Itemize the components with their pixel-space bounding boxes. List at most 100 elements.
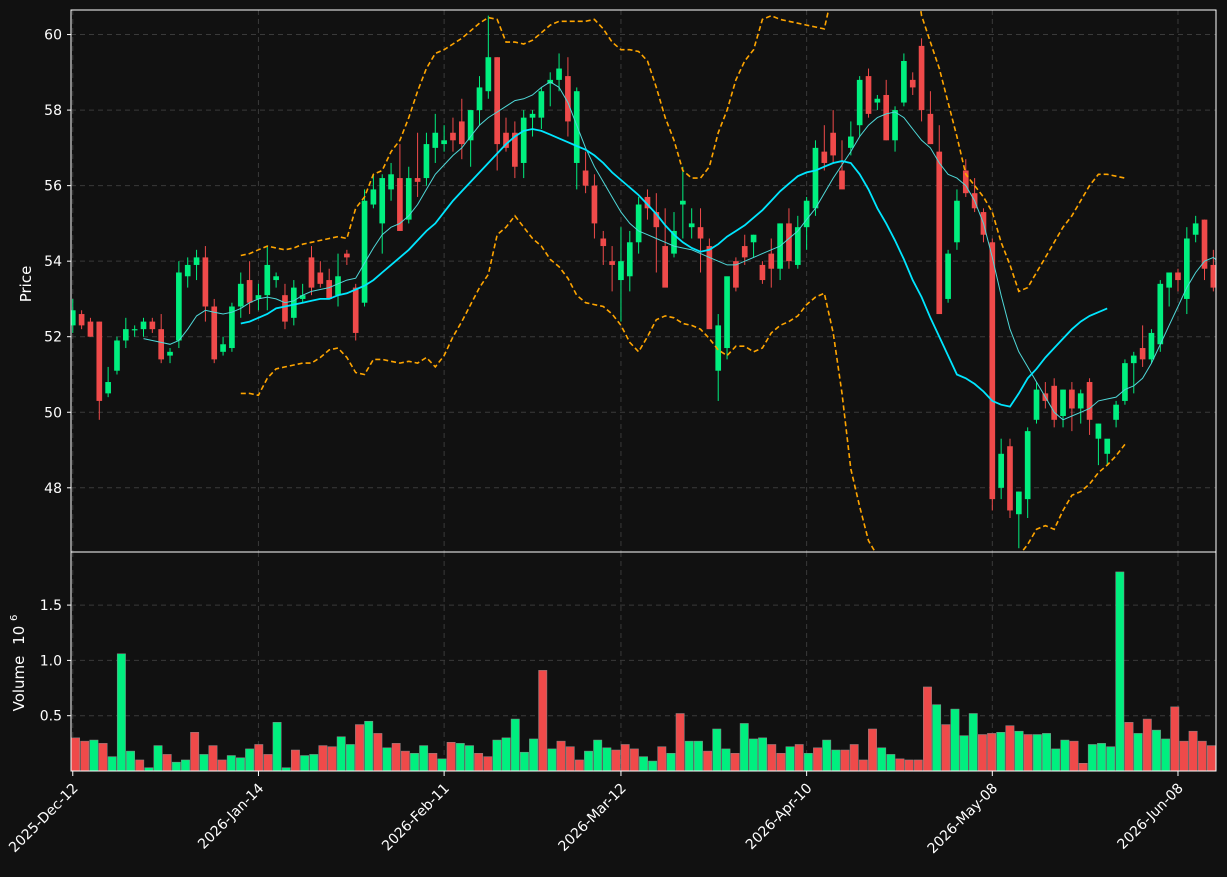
volume-ytick-label: 0.5 bbox=[40, 709, 62, 725]
candle-body bbox=[866, 76, 872, 114]
candle-body bbox=[945, 254, 951, 299]
volume-bar bbox=[255, 744, 263, 771]
candle-body bbox=[821, 152, 827, 163]
volume-bar bbox=[1152, 730, 1160, 771]
candle-body bbox=[1157, 284, 1163, 344]
volume-bar bbox=[126, 751, 134, 771]
volume-axis-multiplier-exponent: 6 bbox=[9, 615, 20, 621]
volume-bar bbox=[181, 760, 189, 771]
candle-body bbox=[760, 265, 766, 280]
volume-bar bbox=[319, 746, 327, 771]
volume-bar bbox=[1106, 747, 1114, 771]
candlestick bbox=[362, 189, 368, 306]
volume-bar bbox=[218, 760, 226, 771]
candle-body bbox=[318, 273, 324, 284]
candle-body bbox=[1122, 363, 1128, 401]
volume-bar bbox=[484, 757, 492, 771]
volume-bar bbox=[447, 742, 455, 771]
volume-bar bbox=[1024, 735, 1032, 772]
candle-body bbox=[883, 95, 889, 140]
volume-bar bbox=[456, 743, 464, 771]
candle-body bbox=[291, 288, 297, 318]
candlestick bbox=[1007, 439, 1013, 518]
candle-body bbox=[530, 114, 536, 118]
candle-body bbox=[742, 246, 748, 257]
volume-bar bbox=[71, 738, 79, 771]
candle-body bbox=[1096, 424, 1102, 439]
volume-bar bbox=[172, 762, 180, 771]
candle-body bbox=[371, 189, 377, 204]
volume-bar bbox=[465, 746, 473, 771]
candle-body bbox=[335, 276, 341, 295]
candle-body bbox=[247, 280, 253, 303]
volume-bar bbox=[942, 725, 950, 771]
price-ytick-label: 50 bbox=[44, 405, 62, 421]
candle-body bbox=[539, 91, 545, 117]
volume-bar bbox=[245, 749, 253, 771]
volume-bar bbox=[1097, 743, 1105, 771]
volume-bar bbox=[923, 687, 931, 771]
candle-body bbox=[415, 178, 421, 182]
volume-bar bbox=[227, 756, 235, 771]
volume-bar bbox=[749, 739, 757, 771]
volume-ytick-label: 1.5 bbox=[40, 598, 62, 614]
price-ytick-label: 56 bbox=[44, 179, 62, 195]
volume-axis-multiplier: 10 bbox=[10, 626, 28, 645]
volume-bar bbox=[374, 733, 382, 771]
candle-body bbox=[857, 80, 863, 125]
candlestick bbox=[919, 38, 925, 121]
volume-bar bbox=[713, 729, 721, 771]
candle-body bbox=[1113, 405, 1119, 420]
candle-body bbox=[450, 133, 456, 141]
volume-bar bbox=[410, 753, 418, 771]
volume-axis-label: Volume 10 6 bbox=[9, 615, 28, 712]
volume-bar bbox=[190, 732, 198, 771]
candle-body bbox=[1016, 492, 1022, 515]
candle-body bbox=[88, 322, 94, 337]
candle-body bbox=[123, 329, 129, 340]
volume-bar bbox=[511, 719, 519, 771]
volume-bar bbox=[639, 757, 647, 771]
price-ytick-label: 48 bbox=[44, 481, 62, 497]
candle-body bbox=[618, 261, 624, 280]
volume-bar bbox=[758, 738, 766, 771]
candle-body bbox=[574, 91, 580, 163]
volume-bar bbox=[1033, 735, 1041, 772]
candle-body bbox=[96, 322, 102, 401]
candlestick bbox=[707, 239, 713, 330]
volume-ytick-label: 1.0 bbox=[40, 653, 62, 669]
volume-bar bbox=[905, 760, 913, 771]
candle-body bbox=[79, 314, 85, 325]
volume-bar bbox=[108, 757, 116, 771]
candle-body bbox=[1051, 386, 1057, 420]
candle-body bbox=[1069, 390, 1075, 409]
volume-bar bbox=[621, 744, 629, 771]
candle-body bbox=[167, 352, 173, 356]
candle-body bbox=[636, 205, 642, 243]
candle-body bbox=[379, 178, 385, 223]
candle-body bbox=[724, 276, 730, 348]
volume-bar bbox=[117, 654, 125, 771]
candlestick bbox=[176, 261, 182, 348]
volume-bar bbox=[850, 744, 858, 771]
candle-body bbox=[1034, 390, 1040, 420]
volume-bar bbox=[951, 709, 959, 771]
candle-body bbox=[689, 223, 695, 227]
price-ytick-label: 52 bbox=[44, 330, 62, 346]
candle-body bbox=[105, 382, 111, 393]
candlestick bbox=[1122, 359, 1128, 404]
volume-bar bbox=[768, 744, 776, 771]
volume-bar bbox=[969, 713, 977, 771]
volume-bar bbox=[1116, 572, 1124, 771]
volume-bar bbox=[676, 713, 684, 771]
volume-bar bbox=[548, 749, 556, 771]
volume-bar bbox=[612, 750, 620, 771]
candle-body bbox=[698, 227, 704, 238]
candle-body bbox=[424, 144, 430, 178]
candle-body bbox=[1184, 239, 1190, 299]
candle-body bbox=[494, 57, 500, 144]
volume-bar bbox=[594, 740, 602, 771]
candle-body bbox=[1060, 390, 1066, 416]
volume-bar bbox=[328, 747, 336, 771]
